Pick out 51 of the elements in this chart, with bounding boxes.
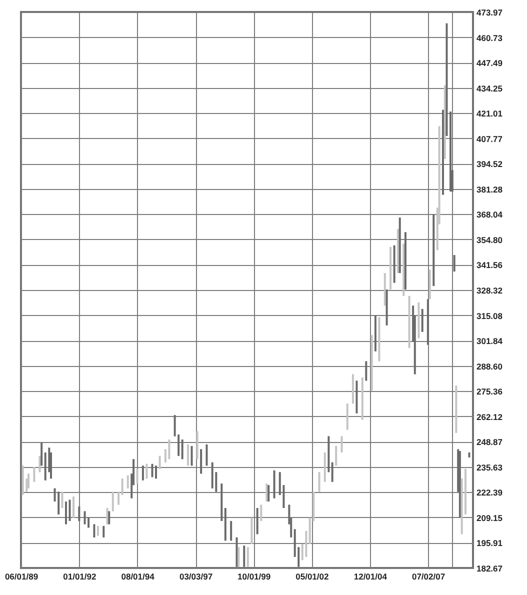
y-tick-label: 381.28 [476,184,503,194]
y-tick-label: 394.52 [476,159,503,170]
y-tick-label: 182.67 [476,564,503,574]
candlestick [93,524,96,538]
y-tick-label: 288.60 [476,361,503,372]
candlestick [318,472,320,492]
candlestick [260,504,262,522]
y-tick-label: 275.36 [476,386,503,397]
y-tick-label: 328.32 [476,286,503,296]
y-tick-label: 301.84 [476,336,503,346]
candlestick [158,455,161,470]
candlestick [33,466,36,482]
candlestick [112,491,114,512]
candlestick [421,308,424,332]
candlestick [246,546,249,568]
y-tick-label: 407.77 [476,134,503,144]
y-tick-label: 222.39 [476,488,503,498]
candlestick [78,506,80,521]
candlestick [268,484,270,502]
x-tick-label: 12/01/04 [354,572,388,582]
y-tick-label: 447.49 [476,58,503,68]
candlestick [340,436,343,453]
candlestick [68,499,71,522]
candlestick [365,360,368,382]
x-tick-label: 10/01/99 [238,572,271,582]
candlestick [331,462,334,482]
candlestick [126,474,129,489]
y-tick-label: 262.12 [476,412,503,422]
x-tick-label: 07/02/07 [412,572,446,582]
y-tick-label: 341.56 [476,260,503,270]
candlestick [121,478,124,496]
x-tick-label: 05/01/02 [296,572,329,582]
y-tick-label: 354.80 [476,234,503,245]
candlestick [142,465,144,481]
y-tick-label: 434.25 [476,83,503,94]
y-tick-label: 368.04 [476,210,503,220]
y-tick-label: 195.91 [476,538,503,548]
candlestick [453,254,456,272]
y-tick-label: 209.15 [476,512,503,523]
y-tick-label: 248.87 [476,437,503,448]
x-tick-label: 08/01/94 [121,572,155,582]
y-tick-label: 315.08 [476,310,503,321]
y-tick-label: 421.01 [476,108,503,119]
x-tick-label: 01/01/92 [63,572,96,582]
x-tick-label: 03/03/97 [179,572,213,582]
x-tick-label: 06/01/89 [4,572,38,582]
y-tick-label: 473.97 [476,8,503,18]
y-tick-label: 460.73 [476,32,503,43]
y-tick-label: 235.63 [476,462,503,472]
candlestick [238,546,240,568]
candlestick [40,442,43,466]
